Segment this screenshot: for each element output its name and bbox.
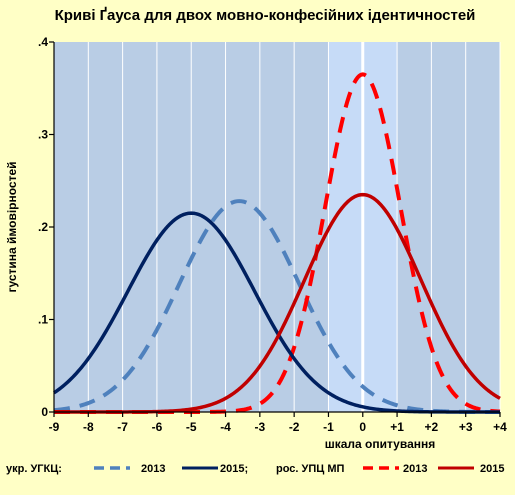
x-tick-label: -2 <box>289 420 300 434</box>
legend-group-label: рос. УПЦ МП <box>276 463 345 475</box>
legend-item-label: 2015 <box>480 463 504 475</box>
x-tick-label: +4 <box>493 420 507 434</box>
y-axis-label: густина ймовірностей <box>5 161 19 292</box>
legend-item-label: 2015; <box>220 463 248 475</box>
x-tick-label: +3 <box>459 420 473 434</box>
x-tick-label: -4 <box>220 420 231 434</box>
plot-area <box>54 42 500 412</box>
x-tick-label: +1 <box>390 420 404 434</box>
x-tick-label: -5 <box>186 420 197 434</box>
legend-group-label: укр. УГКЦ: <box>6 463 62 475</box>
x-tick-label: -6 <box>152 420 163 434</box>
y-tick-label: 0 <box>41 405 48 419</box>
y-tick-label: .3 <box>38 128 48 142</box>
x-tick-labels: -9 -8 -7 -6 -5 -4 -3 -2 -1 0 +1 +2 +3 +4 <box>49 420 508 434</box>
y-tick-labels: 0 .1 .2 .3 .4 <box>38 35 48 419</box>
legend: укр. УГКЦ: 2013 2015; рос. УПЦ МП 2013 2015 <box>6 463 504 475</box>
y-tick-label: .1 <box>38 313 48 327</box>
chart-title: Криві Ґауса для двох мовно-конфесійних і… <box>55 7 476 24</box>
x-axis-label: шкала опитування <box>325 437 436 451</box>
legend-item-label: 2013 <box>403 463 427 475</box>
legend-item-label: 2013 <box>141 463 165 475</box>
axes <box>49 41 501 417</box>
x-tick-label: -1 <box>323 420 334 434</box>
x-tick-label: +2 <box>425 420 439 434</box>
y-tick-label: .4 <box>38 35 48 49</box>
x-tick-label: -9 <box>49 420 60 434</box>
x-tick-label: 0 <box>359 420 366 434</box>
x-tick-label: -3 <box>255 420 266 434</box>
x-tick-label: -7 <box>117 420 128 434</box>
x-tick-label: -8 <box>83 420 94 434</box>
series-line-ugkc-2013 <box>53 199 501 414</box>
y-tick-label: .2 <box>38 220 48 234</box>
